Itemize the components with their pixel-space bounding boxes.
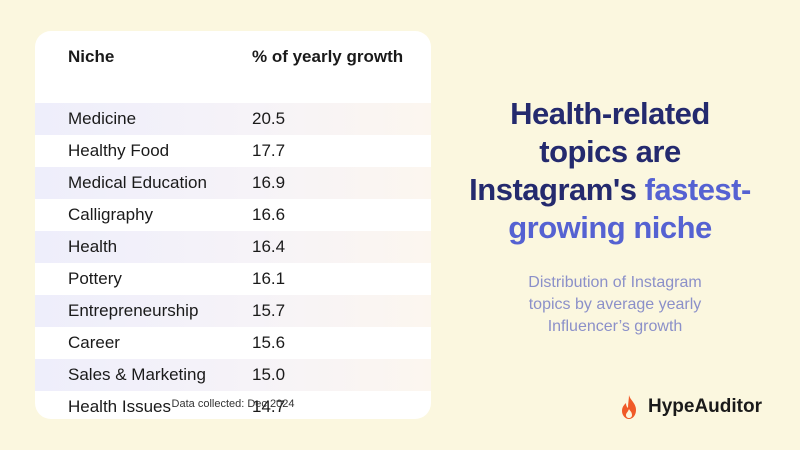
niche-cell: Calligraphy bbox=[68, 205, 154, 224]
niche-cell: Sales & Marketing bbox=[68, 365, 206, 384]
table-row: Medicine 20.5 bbox=[35, 103, 431, 135]
flame-icon bbox=[622, 395, 636, 419]
subtitle-line-2: topics by average yearly bbox=[528, 296, 702, 313]
table-row: Health 16.4 bbox=[35, 231, 431, 263]
table-row: Healthy Food 17.7 bbox=[35, 135, 431, 167]
growth-cell: 20.5 bbox=[252, 109, 286, 128]
niche-cell: Health Issues bbox=[68, 397, 171, 416]
headline-line-3-dark: Instagram's bbox=[469, 172, 645, 207]
table-row: Calligraphy 16.6 bbox=[35, 199, 431, 231]
subtitle-line-3: Influencer’s growth bbox=[547, 318, 683, 335]
table-row: Health Issues 14.7 bbox=[35, 391, 431, 419]
growth-cell: 15.6 bbox=[252, 333, 286, 352]
table-row: Medical Education 16.9 bbox=[35, 167, 431, 199]
table-row: Pottery 16.1 bbox=[35, 263, 431, 295]
subtitle: Distribution of Instagram topics by aver… bbox=[470, 272, 760, 338]
niche-cell: Healthy Food bbox=[68, 141, 170, 160]
headline-line-3-accent: fastest- bbox=[644, 172, 752, 207]
table-row: Career 15.6 bbox=[35, 327, 431, 359]
column-header-growth: % of yearly growth bbox=[252, 47, 404, 66]
niche-cell: Health bbox=[68, 237, 118, 256]
headline-line-3: Instagram's fastest- bbox=[440, 171, 780, 209]
headline-line-4: growing niche bbox=[508, 210, 712, 245]
growth-cell: 17.7 bbox=[252, 141, 286, 160]
data-collected-note: Data collected: Dec 2024 bbox=[171, 398, 295, 410]
niche-cell: Entrepreneurship bbox=[68, 301, 199, 320]
growth-cell: 14.7 bbox=[252, 397, 286, 416]
headline-line-1: Health-related bbox=[510, 96, 710, 131]
growth-cell: 16.1 bbox=[252, 269, 286, 288]
growth-cell: 15.7 bbox=[252, 301, 286, 320]
table-body: Medicine 20.5 Healthy Food 17.7 Medical Educ… bbox=[35, 103, 431, 419]
headline-line-2: topics are bbox=[539, 134, 681, 169]
headline: Health-related topics are Instagram's fa… bbox=[440, 95, 780, 247]
table-row: Sales & Marketing 15.0 bbox=[35, 359, 431, 391]
brand-logo: HypeAuditor bbox=[618, 393, 762, 421]
niche-table-card: Niche % of yearly growth Medicine 20.5 Hea… bbox=[35, 31, 431, 419]
column-header-niche: Niche bbox=[68, 47, 115, 66]
niche-cell: Pottery bbox=[68, 269, 122, 288]
table-header: Niche % of yearly growth bbox=[35, 39, 431, 75]
subtitle-line-1: Distribution of Instagram bbox=[528, 274, 702, 291]
growth-cell: 16.4 bbox=[252, 237, 286, 256]
niche-cell: Medical Education bbox=[68, 173, 207, 192]
niche-cell: Career bbox=[68, 333, 120, 352]
brand-name: HypeAuditor bbox=[648, 396, 762, 417]
growth-cell: 16.9 bbox=[252, 173, 286, 192]
table-row: Entrepreneurship 15.7 bbox=[35, 295, 431, 327]
growth-cell: 15.0 bbox=[252, 365, 286, 384]
niche-cell: Medicine bbox=[68, 109, 137, 128]
growth-cell: 16.6 bbox=[252, 205, 286, 224]
